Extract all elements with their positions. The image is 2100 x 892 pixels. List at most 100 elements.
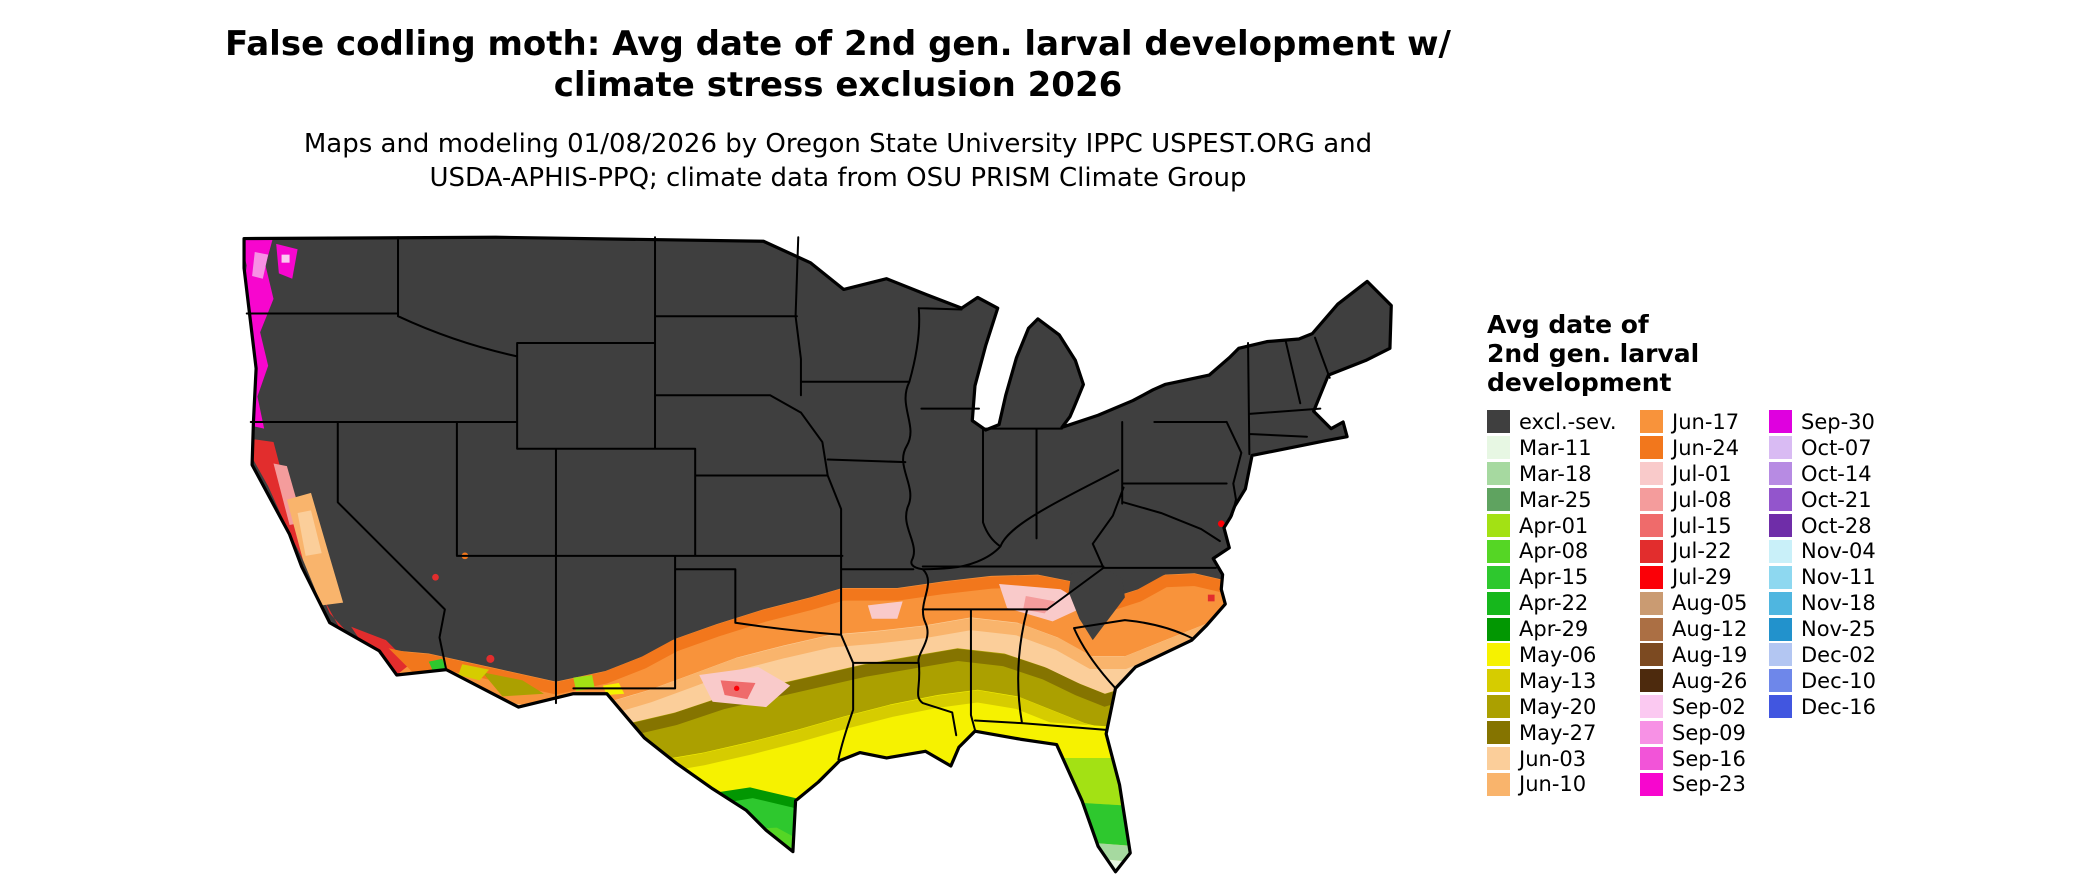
legend-entry: Jul-29 <box>1640 564 1769 590</box>
legend-swatch <box>1640 565 1663 589</box>
map-region-may27-stripe <box>568 648 1134 736</box>
map-region-nc-coast-speck1 <box>1207 594 1215 602</box>
legend-swatch <box>1640 643 1663 667</box>
legend-entry: May-06 <box>1487 642 1640 668</box>
legend-entry: May-20 <box>1487 694 1640 720</box>
legend-entry: Jul-08 <box>1640 487 1769 513</box>
legend-entry: Jul-15 <box>1640 513 1769 539</box>
us-map <box>242 235 1393 874</box>
legend-entry: Jun-10 <box>1487 771 1640 797</box>
legend-label: Apr-15 <box>1519 565 1589 590</box>
legend-swatch <box>1769 410 1792 434</box>
legend-label: Aug-12 <box>1672 617 1748 642</box>
legend-label: Apr-29 <box>1519 617 1589 642</box>
legend-label: May-20 <box>1519 694 1597 719</box>
map-region-puget-speck <box>281 254 290 263</box>
legend-swatch <box>1640 462 1663 486</box>
legend-swatch <box>1487 514 1510 537</box>
legend-column: Sep-30 Oct-07 Oct-14 Oct-21 Oct-28 Nov-0… <box>1769 409 1876 720</box>
legend-entry: Apr-08 <box>1487 538 1640 564</box>
map-region-nm-bootheel <box>573 674 595 692</box>
map-region-vegas-speck <box>432 573 439 581</box>
page-title: False codling moth: Avg date of 2nd gen.… <box>0 24 1676 106</box>
legend-swatch <box>1640 617 1663 641</box>
legend-entry: Aug-12 <box>1640 616 1769 642</box>
legend-label: Nov-11 <box>1801 565 1876 590</box>
legend-label: Oct-28 <box>1801 513 1872 538</box>
legend-swatch <box>1769 669 1792 693</box>
legend-label: Mar-18 <box>1519 461 1592 486</box>
legend-entry: Jun-03 <box>1487 746 1640 772</box>
page-title-line1: False codling moth: Avg date of 2nd gen.… <box>225 24 1451 64</box>
legend-swatch <box>1487 539 1510 563</box>
legend-swatch <box>1769 462 1792 486</box>
map-region-imperial-green <box>428 658 447 671</box>
legend-swatch <box>1487 488 1510 512</box>
map-region-ar-pink <box>867 601 903 619</box>
legend-swatch <box>1769 488 1792 512</box>
legend-label: Dec-10 <box>1801 668 1876 693</box>
legend-swatch <box>1769 514 1792 537</box>
legend-entry: Apr-22 <box>1487 590 1640 616</box>
legend-swatch <box>1487 617 1510 641</box>
legend-entry: Mar-18 <box>1487 461 1640 487</box>
legend-entry: excl.-sev. <box>1487 409 1640 435</box>
legend-label: Sep-23 <box>1672 772 1746 797</box>
legend-entry: Sep-02 <box>1640 694 1769 720</box>
legend-label: Apr-01 <box>1519 513 1589 538</box>
legend-swatch <box>1640 488 1663 512</box>
page-title-line2: climate stress exclusion 2026 <box>553 65 1123 105</box>
legend-label: Aug-19 <box>1672 642 1748 667</box>
map-region-az-olive <box>482 672 544 697</box>
legend-entry: Mar-25 <box>1487 487 1640 513</box>
legend-swatch <box>1487 436 1510 460</box>
legend-swatch <box>1769 539 1792 563</box>
legend-label: Jul-01 <box>1672 461 1732 486</box>
legend-label: Jun-10 <box>1519 772 1587 797</box>
legend-entry: Nov-25 <box>1769 616 1876 642</box>
state-borders <box>245 236 1331 761</box>
legend-label: Oct-21 <box>1801 487 1872 512</box>
legend-entry: Aug-26 <box>1640 668 1769 694</box>
legend-title-line3: development <box>1487 368 1672 397</box>
legend-swatch <box>1640 436 1663 460</box>
legend-entry: Sep-16 <box>1640 746 1769 772</box>
map-region-phoenix-speck <box>486 654 495 663</box>
map-region-central-valley-inner <box>297 510 322 556</box>
legend-entry: Jul-01 <box>1640 461 1769 487</box>
legend-entry: Nov-18 <box>1769 590 1876 616</box>
legend-swatch <box>1769 643 1792 667</box>
map-region-fl-north <box>1023 720 1139 758</box>
legend-columns: excl.-sev. Mar-11 Mar-18 Mar-25 Apr-01 A… <box>1487 409 1876 797</box>
legend-label: Nov-04 <box>1801 539 1876 564</box>
map-region-az-yellow <box>458 664 490 681</box>
legend-entry: Jul-22 <box>1640 538 1769 564</box>
legend-entry: Dec-10 <box>1769 668 1876 694</box>
legend-entry: Oct-21 <box>1769 487 1876 513</box>
legend-label: Jul-22 <box>1672 539 1732 564</box>
legend-swatch <box>1640 721 1663 745</box>
legend-swatch <box>1487 772 1510 796</box>
legend-swatch <box>1640 772 1663 796</box>
legend-swatch <box>1640 410 1663 434</box>
legend-entry: Dec-16 <box>1769 694 1876 720</box>
legend-entry: Apr-15 <box>1487 564 1640 590</box>
map-region-chesapeake-speck1 <box>1217 520 1225 528</box>
legend-label: Oct-07 <box>1801 435 1872 460</box>
map-region-appalachian-gray <box>1068 567 1125 641</box>
legend-label: Jul-15 <box>1672 513 1732 538</box>
page-subtitle-line1: Maps and modeling 01/08/2026 by Oregon S… <box>303 129 1373 159</box>
legend-swatch <box>1487 565 1510 589</box>
legend-title-line2: 2nd gen. larval <box>1487 339 1700 368</box>
legend-label: Aug-05 <box>1672 591 1748 616</box>
legend-swatch <box>1769 565 1792 589</box>
legend-swatch <box>1769 591 1792 615</box>
legend-label: May-06 <box>1519 642 1597 667</box>
legend-label: Jun-24 <box>1672 435 1740 460</box>
legend-label: Apr-08 <box>1519 539 1589 564</box>
legend-entry: Nov-11 <box>1769 564 1876 590</box>
legend-entry: Dec-02 <box>1769 642 1876 668</box>
legend-swatch <box>1769 695 1792 719</box>
legend-entry: Sep-23 <box>1640 771 1769 797</box>
